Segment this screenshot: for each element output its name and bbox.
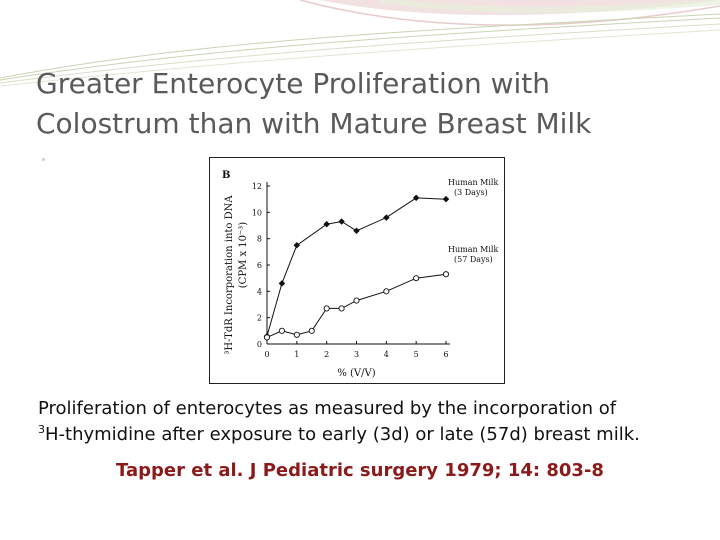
data-point-57-days [413,275,420,282]
series-label-2-line-1: Human Milk [448,245,498,254]
x-tick-label: 1 [294,350,299,359]
slide-title: Greater Enterocyte Proliferation with Co… [36,64,696,144]
data-point-3-days [353,227,360,235]
title-line-1: Greater Enterocyte Proliferation with [36,67,551,100]
data-point-3-days [382,214,390,221]
data-point-57-days [263,334,271,341]
y-tick-label: 6 [257,261,262,270]
caption-line-2: H-thymidine after exposure to early (3d)… [45,424,640,445]
data-point-3-days [323,220,331,228]
data-point-3-days [412,194,420,202]
y-tick-label: 10 [252,208,262,217]
y-axis-title-line-1: ³H-TdR Incorporation into DNA [224,195,235,355]
panel-label: B [222,170,230,181]
data-point-57-days [278,327,285,334]
title-line-2: Colostrum than with Mature Breast Milk [36,107,592,140]
x-tick-label: 3 [354,350,359,359]
y-axis-title-line-2: (CPM x 10⁻³) [238,222,249,289]
data-point-57-days [293,331,300,338]
x-tick-label: 6 [443,350,448,359]
series-label-2-line-2: (57 Days) [454,255,493,264]
data-point-57-days [308,327,315,334]
y-tick-label: 12 [252,182,262,191]
data-point-3-days [338,218,345,225]
y-tick-label: 2 [257,314,262,323]
data-point-57-days [383,288,390,295]
header-decoration [0,0,720,87]
y-tick-label: 4 [257,287,262,296]
x-tick-label: 0 [264,350,269,359]
data-point-57-days [442,271,450,278]
caption-line-1: Proliferation of enterocytes as measured… [38,398,617,419]
x-tick-label: 4 [384,350,389,359]
data-point-57-days [338,305,345,312]
y-tick-label: 8 [257,235,262,244]
series-label-1-line-1: Human Milk [448,178,498,187]
bullet-dot [42,158,45,161]
caption-superscript: 3 [38,423,45,436]
citation-reference: Tapper et al. J Pediatric surgery 1979; … [116,460,604,481]
series-line-2 [266,273,447,338]
chart-figure: 0 2 4 6 8 10 12 0 1 2 3 4 5 6% (V/V) ³H-TdR Incorporat… [209,157,505,384]
figure-caption: Proliferation of enterocytes as measured… [38,396,698,448]
y-tick-label: 0 [257,340,262,349]
data-point-3-days [293,241,301,249]
x-tick-label: 5 [414,350,419,359]
data-point-3-days [278,280,286,287]
series-line-1 [266,197,447,337]
data-point-57-days [323,305,330,312]
data-point-57-days [353,297,360,304]
data-point-3-days [442,195,450,203]
series-label-1-line-2: (3 Days) [454,188,488,197]
x-tick-label: 2 [324,350,329,359]
x-axis-title: % (V/V) [337,368,375,379]
